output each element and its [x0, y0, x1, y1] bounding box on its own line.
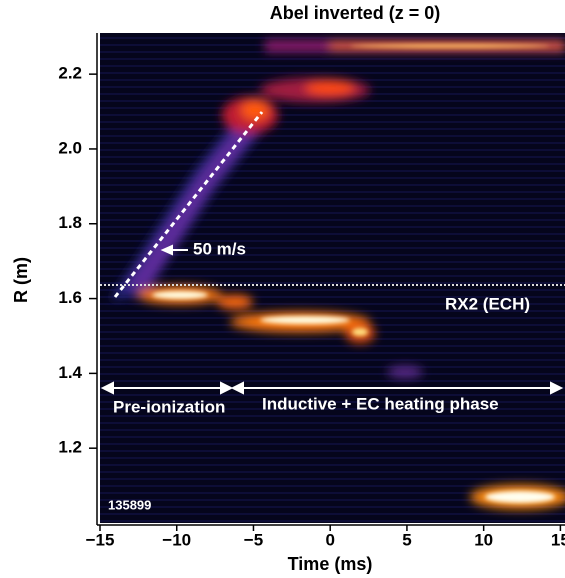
y-axis-label: R (m)	[11, 257, 31, 303]
x-tick-label: 5	[402, 530, 411, 549]
y-tick-label: 2.2	[58, 64, 82, 83]
x-tick-label: −15	[86, 530, 115, 549]
y-tick-label: 2.0	[58, 138, 82, 157]
annotation: Inductive + EC heating phase	[262, 394, 499, 413]
x-tick-label: 0	[325, 530, 334, 549]
x-axis-label: Time (ms)	[288, 554, 373, 574]
y-tick-label: 1.4	[58, 363, 82, 382]
x-tick-label: 10	[474, 530, 493, 549]
y-tick-label: 1.2	[58, 438, 82, 457]
heatmap-highlights	[152, 44, 555, 503]
x-tick-label: 15	[551, 530, 565, 549]
annotation: Pre-ionization	[113, 397, 225, 416]
heatmap: 50 m/s RX2 (ECH) Pre-ionization Inductiv…	[100, 33, 565, 523]
arrows	[100, 244, 564, 395]
heatmap-background	[100, 33, 565, 523]
shot-number: 135899	[108, 497, 151, 512]
y-tick-label: 1.6	[58, 288, 82, 307]
annotation: 50 m/s	[193, 239, 246, 258]
y-tick-label: 1.8	[58, 213, 82, 232]
velocity-line	[113, 111, 264, 298]
x-tick-label: −5	[244, 530, 263, 549]
annotation: RX2 (ECH)	[445, 294, 530, 313]
chart-title: Abel inverted (z = 0)	[270, 3, 441, 23]
x-tick-label: −10	[162, 530, 191, 549]
